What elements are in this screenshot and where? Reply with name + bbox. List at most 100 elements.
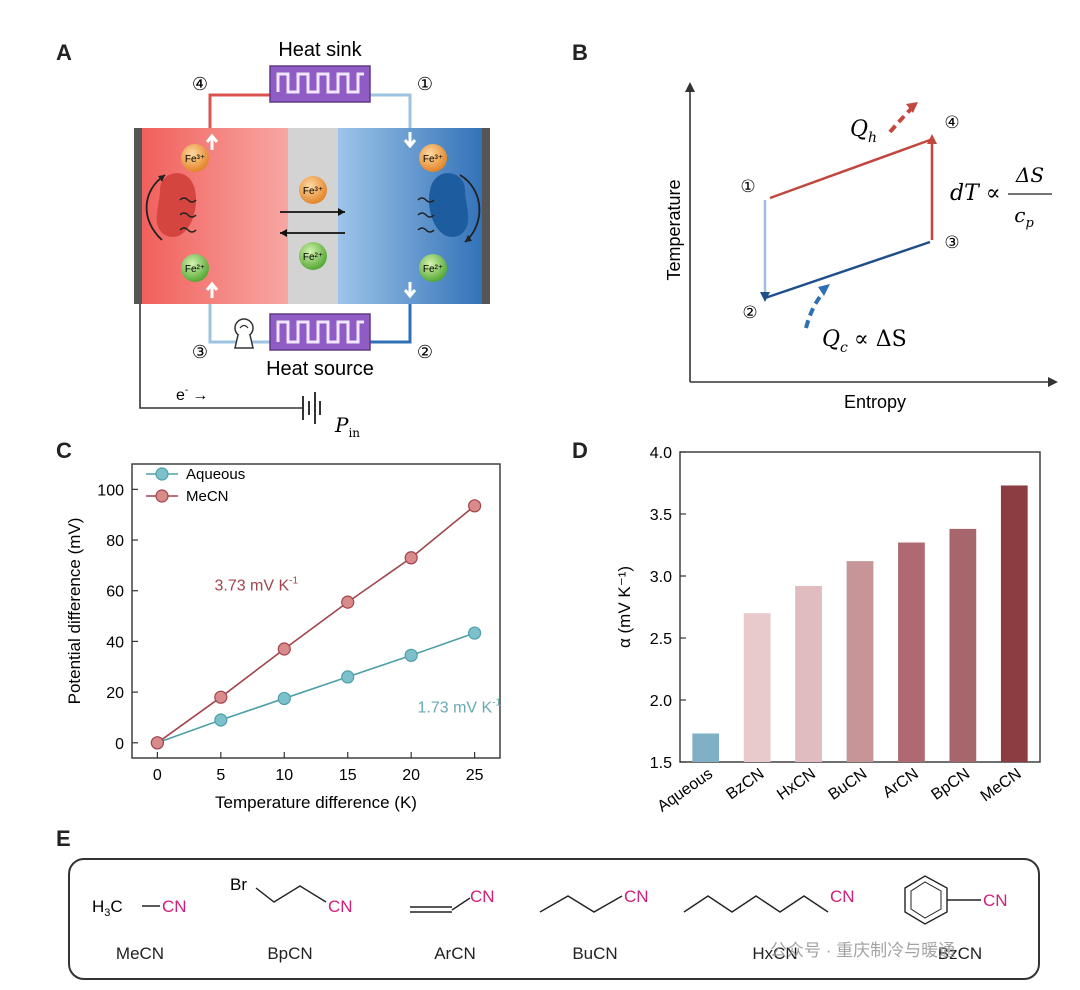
c-point-aqueous bbox=[341, 670, 355, 684]
left-squiggles bbox=[179, 197, 197, 233]
hot-blob bbox=[156, 173, 196, 237]
d-y-tick-label: 3.0 bbox=[650, 569, 672, 586]
step-3-label-a: ③ bbox=[192, 342, 208, 362]
heat-sink-coil bbox=[276, 72, 364, 94]
qh-label: Qh bbox=[850, 117, 877, 146]
b-ylabel: Temperature bbox=[664, 179, 684, 280]
d-bar-bucn bbox=[846, 561, 874, 762]
svg-text:H3C: H3C bbox=[92, 897, 123, 919]
step-4-label-a: ④ bbox=[192, 74, 208, 94]
fe2-ion-right bbox=[419, 254, 447, 282]
svg-text:Br: Br bbox=[230, 875, 247, 894]
power-label: Pin bbox=[334, 413, 360, 440]
c-y-tick-label: 0 bbox=[115, 736, 124, 753]
electron-label: e- → bbox=[176, 385, 208, 404]
bucn-structure: CN bbox=[539, 887, 649, 913]
c-y-tick-label: 80 bbox=[106, 533, 124, 550]
c-point-mecn bbox=[277, 642, 291, 656]
svg-text:Fe³⁺: Fe³⁺ bbox=[303, 186, 323, 197]
point-2: ② bbox=[742, 303, 757, 322]
d-x-tick-label-aqueous: Aqueous bbox=[655, 765, 716, 815]
fe3-ion-left bbox=[181, 144, 209, 172]
svg-text:Fe³⁺: Fe³⁺ bbox=[423, 154, 443, 165]
molecule-hxcn: CN HxCN bbox=[680, 860, 870, 978]
c-point-mecn bbox=[150, 736, 164, 750]
c-point-mecn bbox=[468, 499, 482, 513]
svg-text:CN: CN bbox=[470, 887, 495, 906]
right-squiggles bbox=[417, 197, 435, 233]
svg-text:Fe³⁺: Fe³⁺ bbox=[185, 154, 205, 165]
battery-icon bbox=[302, 392, 321, 424]
svg-text:Fe²⁺: Fe²⁺ bbox=[303, 252, 323, 263]
d-y-tick-label: 4.0 bbox=[650, 445, 672, 462]
fe2-ion-center bbox=[299, 242, 327, 270]
molecule-mecn: H3C CN MeCN bbox=[80, 860, 200, 978]
mecn-name: MeCN bbox=[115, 944, 165, 963]
panel-e-letter: E bbox=[56, 826, 71, 851]
qh-arrow bbox=[888, 106, 914, 134]
bpcn-name: BpCN bbox=[267, 944, 313, 963]
d-bar-bzcn bbox=[743, 613, 771, 762]
panel-b-diagram: Temperature Entropy ① ② ③ ④ Qh Qc ∝ ΔS dT… bbox=[664, 82, 1058, 412]
d-bar-aqueous bbox=[692, 733, 720, 762]
c-annotation-mecn: 3.73 mV K-1 bbox=[214, 576, 298, 595]
cold-blob bbox=[429, 173, 469, 237]
dt-numerator: ΔS bbox=[1015, 163, 1044, 187]
step-1-label-a: ① bbox=[417, 74, 433, 94]
d-x-tick-label-hxcn: HxCN bbox=[774, 765, 819, 803]
panel-a-letter: A bbox=[56, 40, 72, 65]
panel-e-molecules: H3C CN MeCN Br CN BpCN CN ArCN CN BuCN bbox=[68, 858, 1040, 980]
fe3-ion-center bbox=[299, 176, 327, 204]
fe3-ion-right bbox=[419, 144, 447, 172]
d-x-tick-label-mecn: MeCN bbox=[978, 765, 1025, 805]
c-legend-marker-mecn bbox=[155, 489, 169, 503]
hxcn-structure: CN bbox=[683, 887, 855, 913]
d-bar-bpcn bbox=[949, 528, 977, 762]
d-x-tick-label-arcn: ArCN bbox=[880, 765, 922, 801]
cycle-edge-2-3 bbox=[764, 240, 931, 300]
arcn-structure: CN bbox=[410, 887, 495, 913]
up-arrow-left-bottom bbox=[205, 281, 219, 298]
heat-source-box bbox=[269, 313, 371, 351]
hxcn-name: HxCN bbox=[752, 944, 798, 963]
down-arrow-right-bottom bbox=[403, 282, 417, 299]
c-point-aqueous bbox=[404, 648, 418, 662]
svg-text:CN: CN bbox=[983, 891, 1008, 910]
panel-b-letter: B bbox=[572, 40, 588, 65]
svg-text:CN: CN bbox=[624, 887, 649, 906]
c-series-line-mecn bbox=[156, 505, 476, 744]
bzcn-name: BzCN bbox=[937, 944, 983, 963]
c-plot-frame bbox=[131, 463, 501, 759]
svg-text:Fe²⁺: Fe²⁺ bbox=[423, 264, 443, 275]
c-x-tick-label: 20 bbox=[402, 767, 420, 784]
c-y-tick-label: 100 bbox=[97, 482, 124, 499]
step-2-label-a: ② bbox=[417, 342, 433, 362]
c-point-aqueous bbox=[277, 691, 291, 706]
heat-sink-box bbox=[269, 65, 371, 103]
right-electrode bbox=[482, 128, 490, 304]
circuit-top-hot bbox=[208, 93, 270, 128]
c-x-tick-label: 15 bbox=[339, 767, 357, 784]
c-y-tick-label: 20 bbox=[106, 685, 124, 702]
fe2-ion-left bbox=[181, 254, 209, 282]
arcn-name: ArCN bbox=[434, 944, 476, 963]
svg-text:CN: CN bbox=[328, 897, 353, 916]
c-point-aqueous bbox=[214, 713, 228, 727]
c-x-tick-label: 25 bbox=[466, 767, 484, 784]
bpcn-structure: Br CN bbox=[230, 875, 353, 916]
svg-text:Fe²⁺: Fe²⁺ bbox=[185, 264, 205, 275]
c-point-aqueous bbox=[468, 626, 482, 640]
c-annotation-aqueous: 1.73 mV K-1 bbox=[418, 697, 502, 716]
left-curved-arrow bbox=[145, 174, 166, 241]
dt-lhs: dT ∝ bbox=[950, 181, 1001, 206]
panel-d-chart: 1.5 2.0 2.5 3.0 3.5 4.0 α (mV K⁻¹) Aqueous BzCN H… bbox=[615, 445, 1041, 816]
b-xlabel: Entropy bbox=[844, 392, 906, 412]
c-legend-marker-aqueous bbox=[155, 467, 169, 481]
dt-denominator: cp bbox=[1014, 203, 1034, 231]
heat-source-label: Heat source bbox=[266, 358, 374, 380]
heat-sink-label: Heat sink bbox=[278, 39, 362, 61]
molecule-bucn: CN BuCN bbox=[530, 860, 660, 978]
molecule-bpcn: Br CN BpCN bbox=[220, 860, 360, 978]
molecule-bzcn: CN BzCN bbox=[885, 860, 1035, 978]
d-y-tick-label: 1.5 bbox=[650, 755, 672, 772]
